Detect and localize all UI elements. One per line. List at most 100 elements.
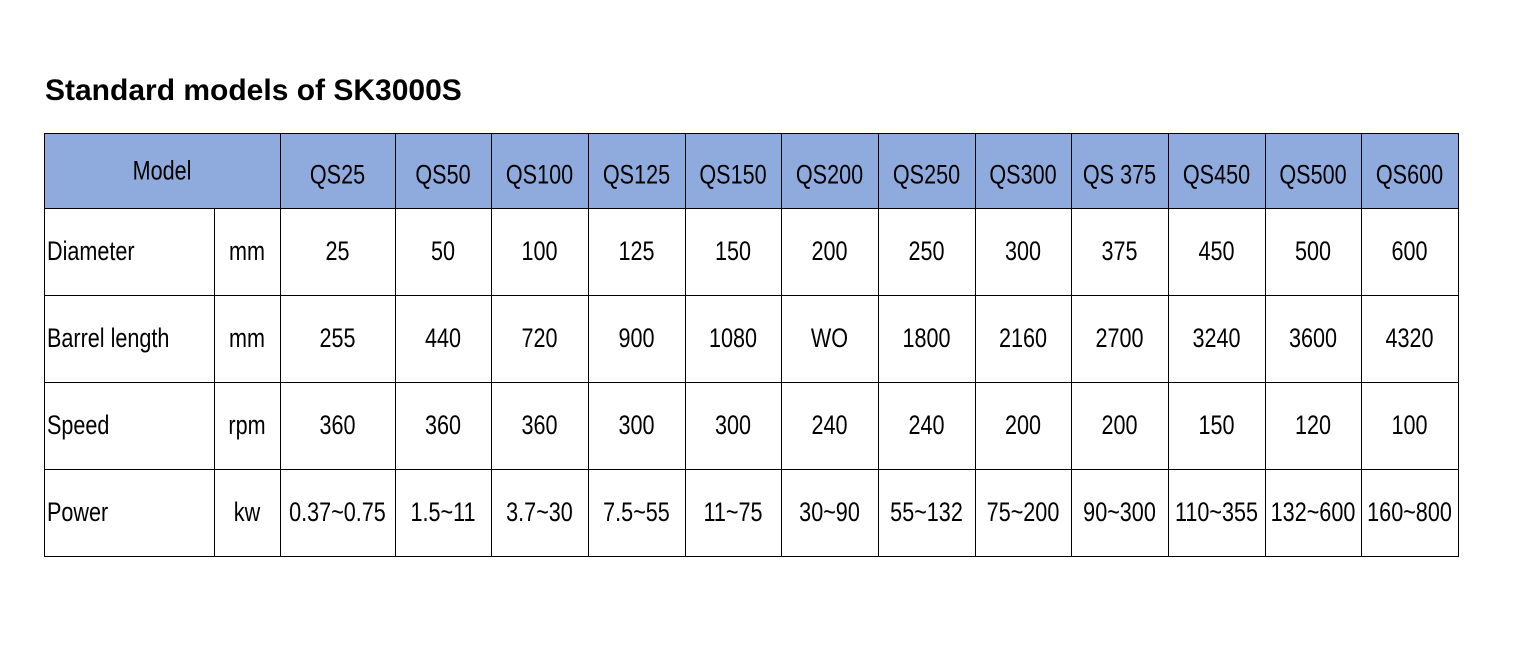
cell-value: 100: [1391, 411, 1427, 441]
table-cell: [878, 469, 976, 557]
header-label: Model: [133, 156, 192, 186]
cell-value: 500: [1295, 237, 1331, 267]
cell-value: 200: [811, 237, 847, 267]
cell-value: 132~600: [1271, 498, 1356, 528]
cell-value: 375: [1101, 237, 1137, 267]
table-cell: [1361, 382, 1459, 470]
cell-value: 300: [1005, 237, 1041, 267]
cell-value: 250: [908, 237, 944, 267]
table-cell: [588, 469, 686, 557]
cell-value: 900: [618, 324, 654, 354]
table-cell: [588, 133, 686, 209]
table-cell: [1265, 295, 1362, 383]
row-label: Power: [47, 498, 108, 528]
cell-value: 1.5~11: [410, 498, 475, 528]
table-cell: [44, 133, 281, 209]
table-cell: [44, 295, 215, 383]
model-name: QS100: [506, 160, 573, 190]
table-cell: [280, 133, 396, 209]
table-cell: [1265, 133, 1362, 209]
table-cell: [588, 208, 686, 296]
cell-value: 90~300: [1083, 498, 1156, 528]
cell-value: 1080: [709, 324, 757, 354]
cell-value: 150: [715, 237, 751, 267]
cell-value: 25: [325, 237, 349, 267]
cell-value: 2700: [1095, 324, 1143, 354]
cell-value: 50: [431, 237, 455, 267]
table-cell: [491, 469, 589, 557]
cell-value: WO: [811, 324, 848, 354]
model-name: QS200: [796, 160, 863, 190]
cell-value: 255: [319, 324, 355, 354]
table-cell: [1265, 382, 1362, 470]
table-cell: [395, 133, 492, 209]
table-cell: [1168, 295, 1266, 383]
model-name: QS450: [1183, 160, 1250, 190]
cell-value: 3.7~30: [506, 498, 573, 528]
table-cell: [44, 469, 215, 557]
table-cell: [685, 133, 782, 209]
model-name: QS50: [415, 160, 470, 190]
model-name: QS500: [1279, 160, 1346, 190]
cell-value: 55~132: [890, 498, 963, 528]
cell-value: 360: [521, 411, 557, 441]
table-cell: [781, 208, 879, 296]
model-name: QS600: [1376, 160, 1443, 190]
cell-value: 200: [1005, 411, 1041, 441]
cell-value: 360: [425, 411, 461, 441]
table-cell: [491, 208, 589, 296]
cell-value: 7.5~55: [603, 498, 670, 528]
cell-value: 2160: [999, 324, 1047, 354]
model-name: QS25: [310, 160, 365, 190]
table-cell: [1361, 208, 1459, 296]
table-cell: [1071, 133, 1169, 209]
table-cell: [588, 382, 686, 470]
row-label: Diameter: [47, 237, 135, 267]
model-name: QS125: [603, 160, 670, 190]
table-cell: [685, 208, 782, 296]
table-cell: [491, 133, 589, 209]
row-label: Barrel length: [47, 324, 169, 354]
cell-value: 30~90: [799, 498, 860, 528]
table-cell: [395, 469, 492, 557]
table-cell: [685, 382, 782, 470]
cell-value: 160~800: [1367, 498, 1452, 528]
model-name: QS150: [699, 160, 766, 190]
row-unit: kw: [234, 498, 261, 528]
table-cell: [1265, 469, 1362, 557]
model-name: QS250: [893, 160, 960, 190]
table-cell: [395, 382, 492, 470]
row-label: Speed: [47, 411, 109, 441]
cell-value: 100: [521, 237, 557, 267]
table-cell: [214, 469, 281, 557]
cell-value: 300: [618, 411, 654, 441]
table-cell: [214, 295, 281, 383]
table-cell: [781, 382, 879, 470]
cell-value: 200: [1101, 411, 1137, 441]
cell-value: 240: [908, 411, 944, 441]
cell-value: 440: [425, 324, 461, 354]
row-unit: rpm: [228, 411, 265, 441]
table-cell: [975, 382, 1072, 470]
table-cell: [214, 382, 281, 470]
table-cell: [395, 208, 492, 296]
cell-value: 600: [1391, 237, 1427, 267]
table-cell: [878, 382, 976, 470]
table-cell: [1168, 208, 1266, 296]
cell-value: 360: [319, 411, 355, 441]
cell-value: 1800: [902, 324, 950, 354]
table-cell: [280, 469, 396, 557]
table-cell: [1361, 133, 1459, 209]
table-cell: [280, 208, 396, 296]
title: Standard models of SK3000S: [45, 74, 462, 107]
cell-value: 110~355: [1175, 498, 1258, 528]
table-cell: [685, 469, 782, 557]
table-cell: [1361, 469, 1459, 557]
table-cell: [44, 208, 215, 296]
cell-value: 4320: [1385, 324, 1433, 354]
table-cell: [878, 208, 976, 296]
row-unit: mm: [229, 324, 265, 354]
cell-value: 0.37~0.75: [289, 498, 386, 528]
cell-value: 75~200: [987, 498, 1060, 528]
